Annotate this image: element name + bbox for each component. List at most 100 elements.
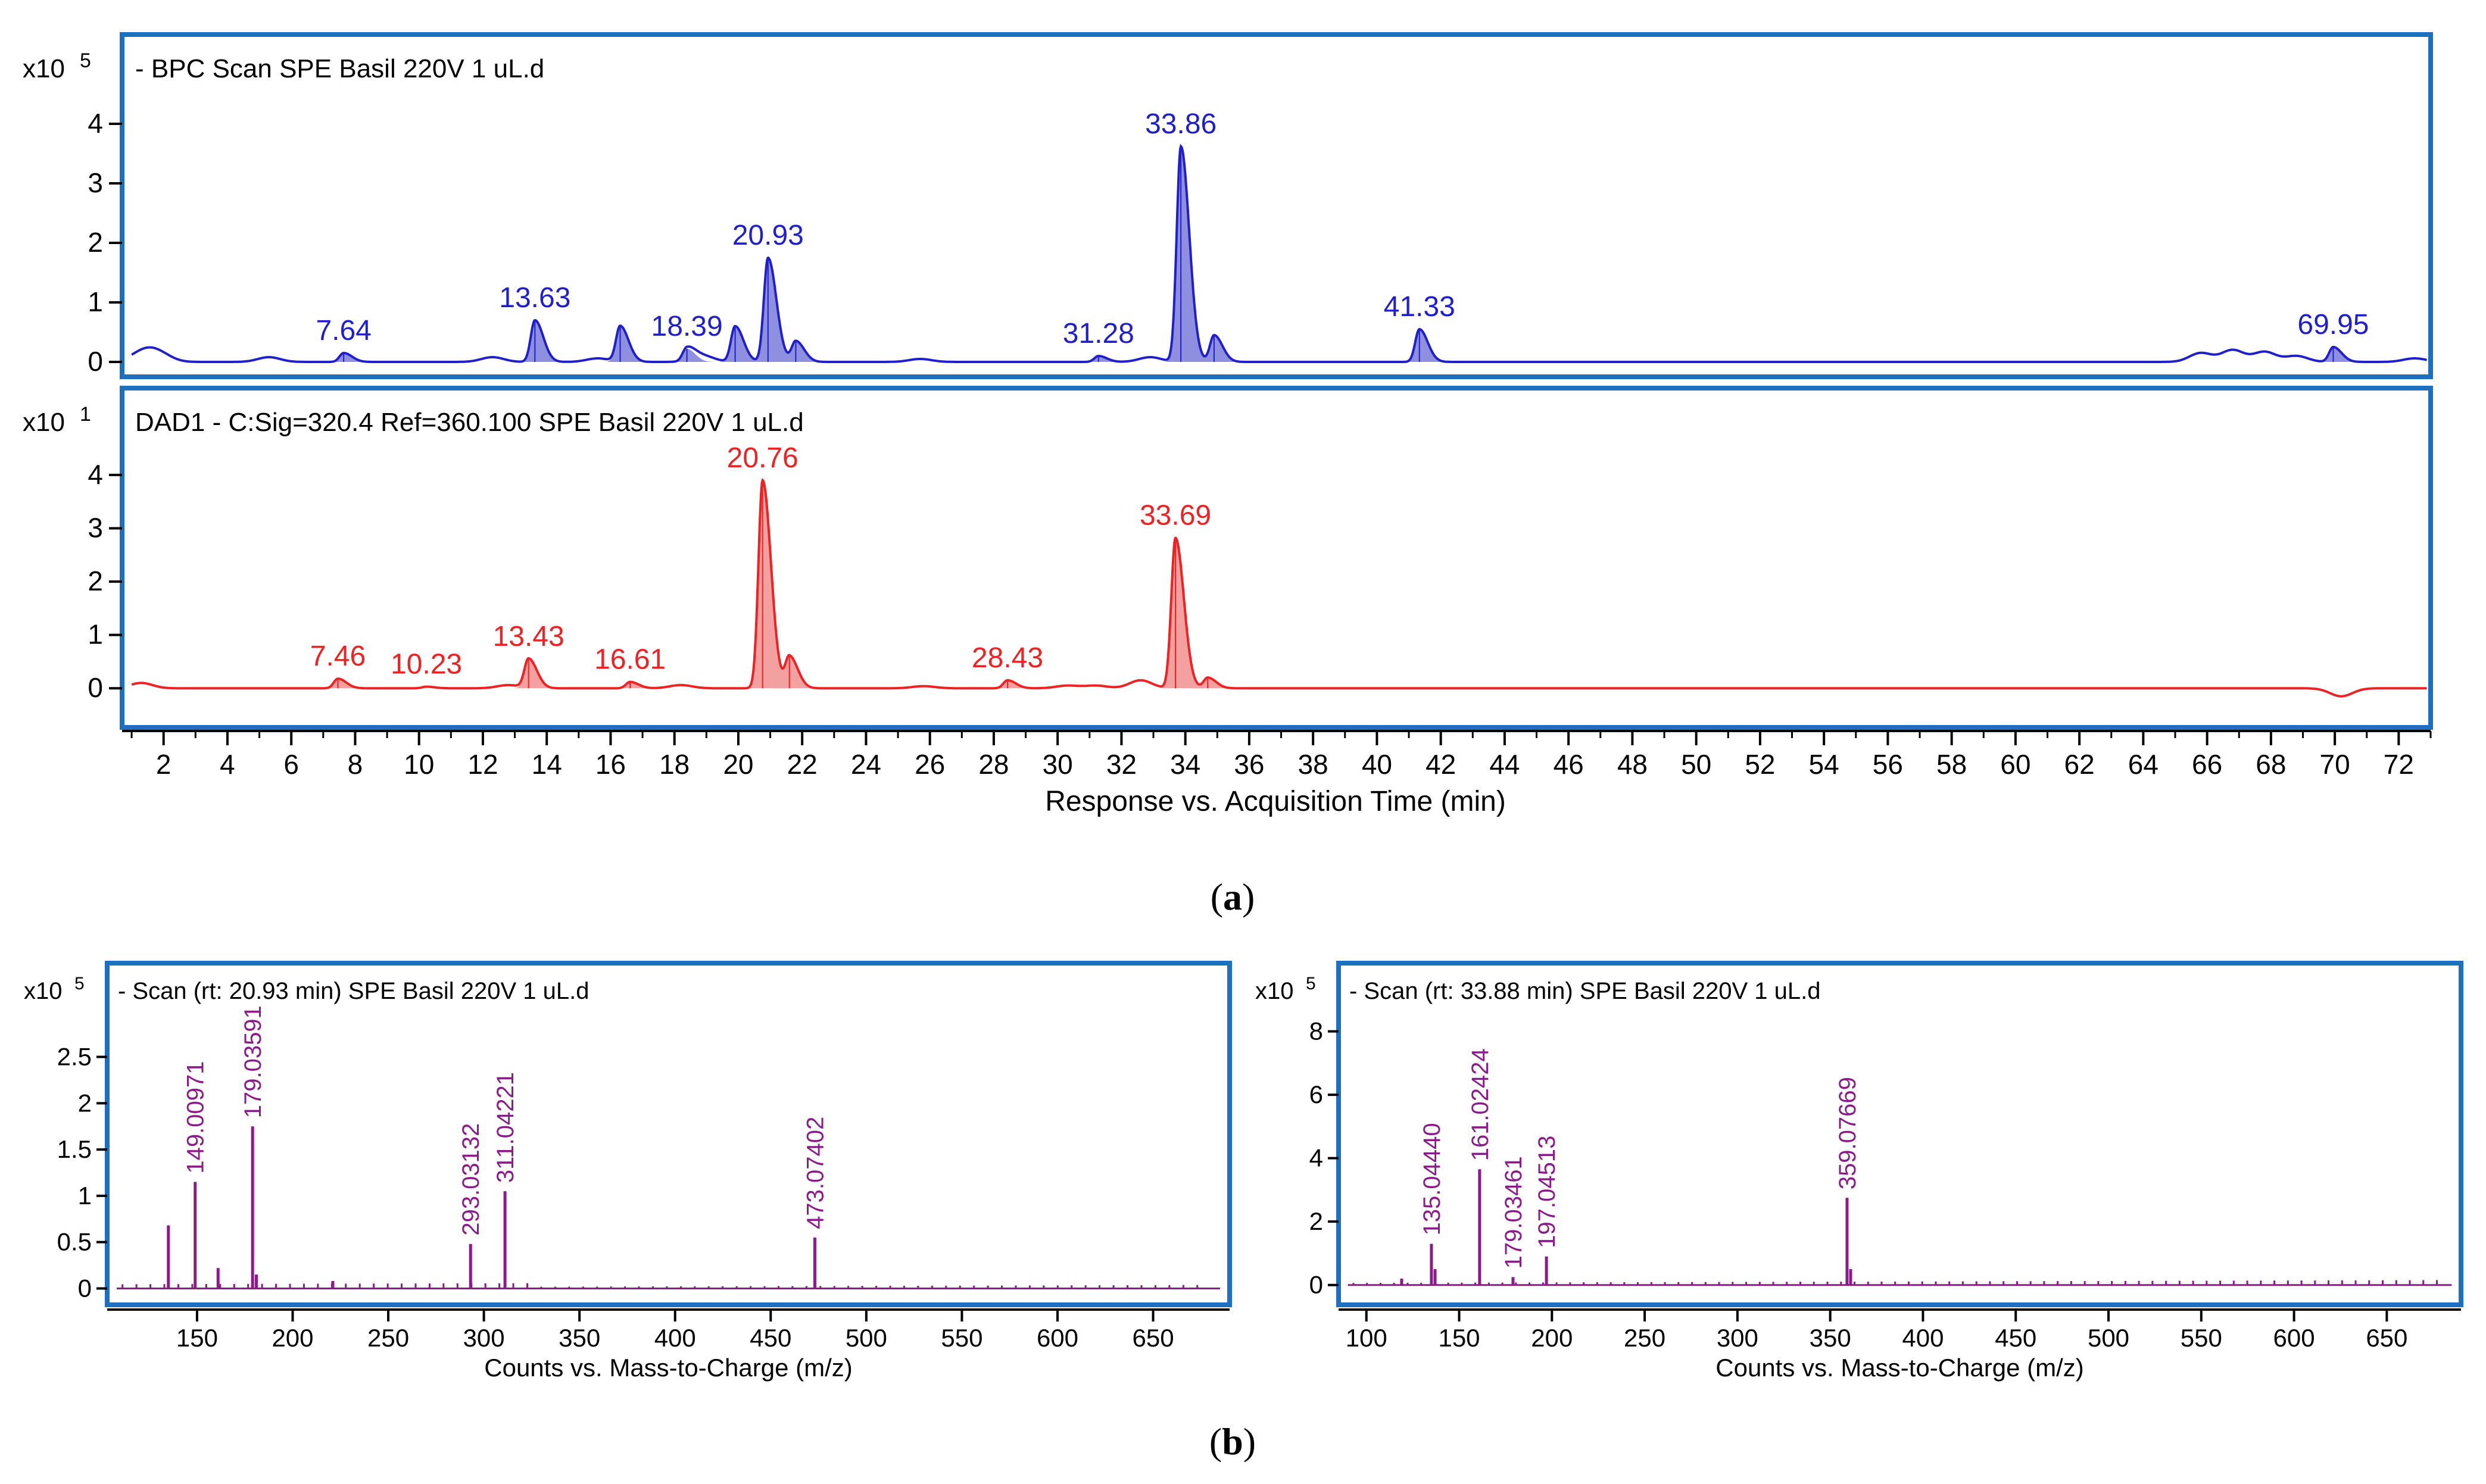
peak-label: 18.39 bbox=[651, 311, 723, 342]
panel-frame-ms1 bbox=[105, 961, 1232, 1307]
mz-peak-label: 473.07402 bbox=[802, 1117, 828, 1229]
peak-label: 28.43 bbox=[972, 642, 1043, 674]
time-tick-label: 16 bbox=[595, 749, 626, 780]
mz-tick-label: 450 bbox=[750, 1324, 791, 1352]
peak-fill bbox=[670, 349, 716, 362]
panel-title-ms1: - Scan (rt: 20.93 min) SPE Basil 220V 1 … bbox=[118, 978, 589, 1004]
mz-tick-label: 300 bbox=[463, 1324, 505, 1352]
mz-tick-label: 650 bbox=[1133, 1324, 1174, 1352]
mz-tick-label: 500 bbox=[2088, 1324, 2129, 1352]
y-tick-label-bpc: 4 bbox=[88, 108, 103, 139]
mz-tick-label: 200 bbox=[1531, 1324, 1573, 1352]
y-tick-label-ms1: 1.5 bbox=[57, 1135, 92, 1163]
peak-fill bbox=[991, 680, 1037, 689]
time-tick-label: 36 bbox=[1234, 749, 1264, 780]
panel-frame-ms2 bbox=[1336, 961, 2463, 1307]
time-tick-label: 12 bbox=[467, 749, 498, 780]
time-tick-label: 62 bbox=[2064, 749, 2095, 780]
mz-tick-label: 450 bbox=[1995, 1324, 2036, 1352]
y-scale-label-dad: x10 bbox=[23, 408, 65, 437]
mz-tick-label: 300 bbox=[1717, 1324, 1758, 1352]
peak-label: 33.86 bbox=[1145, 108, 1217, 140]
peak-fill bbox=[752, 258, 797, 362]
y-tick-label-dad: 2 bbox=[88, 566, 103, 596]
time-tick-label: 6 bbox=[283, 749, 299, 780]
mz-peak-label: 179.03591 bbox=[240, 1005, 266, 1118]
trace-line-bpc bbox=[131, 143, 2427, 363]
peak-fill bbox=[746, 480, 791, 689]
y-tick-label-ms1: 2 bbox=[78, 1089, 92, 1117]
peak-label: 69.95 bbox=[2297, 309, 2369, 340]
y-scale-exponent-dad: 1 bbox=[80, 403, 91, 426]
y-scale-exponent-ms2: 5 bbox=[1306, 974, 1316, 994]
peak-fill bbox=[1159, 538, 1205, 689]
y-tick-label-dad: 1 bbox=[88, 619, 103, 650]
y-tick-label-bpc: 3 bbox=[88, 167, 103, 198]
panel-title-dad: DAD1 - C:Sig=320.4 Ref=360.100 SPE Basil… bbox=[135, 408, 804, 437]
y-tick-label-ms1: 2.5 bbox=[57, 1043, 92, 1071]
y-tick-label-ms2: 6 bbox=[1309, 1080, 1323, 1108]
peak-fill bbox=[2317, 347, 2362, 362]
time-tick-label: 30 bbox=[1043, 749, 1073, 780]
time-tick-label: 60 bbox=[2000, 749, 2030, 780]
peak-fill bbox=[719, 298, 764, 362]
time-tick-label: 50 bbox=[1681, 749, 1711, 780]
y-tick-label-ms1: 0 bbox=[78, 1274, 92, 1302]
y-tick-label-ms2: 4 bbox=[1309, 1144, 1323, 1172]
time-tick-label: 56 bbox=[1873, 749, 1903, 780]
mz-tick-label: 600 bbox=[1037, 1324, 1078, 1352]
mz-peak-label: 135.04440 bbox=[1419, 1123, 1445, 1235]
peak-fill bbox=[614, 682, 659, 689]
time-tick-label: 40 bbox=[1362, 749, 1392, 780]
spectrum-ms2: - Scan (rt: 33.88 min) SPE Basil 220V 1 … bbox=[1255, 961, 2463, 1382]
peak-label: 31.28 bbox=[1063, 318, 1134, 349]
time-tick-label: 54 bbox=[1809, 749, 1839, 780]
peak-label: 7.46 bbox=[310, 641, 366, 672]
mz-tick-label: 200 bbox=[272, 1324, 313, 1352]
mz-peak-label: 161.02424 bbox=[1467, 1048, 1493, 1161]
mz-axis-label-ms1: Counts vs. Mass-to-Charge (m/z) bbox=[484, 1354, 852, 1382]
peak-label: 13.43 bbox=[493, 621, 564, 652]
peak-label: 41.33 bbox=[1384, 291, 1455, 323]
time-tick-label: 42 bbox=[1426, 749, 1456, 780]
mz-tick-label: 400 bbox=[1902, 1324, 1944, 1352]
peak-label: 10.23 bbox=[391, 649, 462, 680]
mz-tick-label: 500 bbox=[846, 1324, 887, 1352]
mz-tick-label: 400 bbox=[654, 1324, 696, 1352]
time-tick-label: 44 bbox=[1489, 749, 1520, 780]
time-axis: 2 4 6 8 10 12 14 16 18 20 22 24 26 28 30 32 34 36 38 40 42 44… bbox=[122, 730, 2432, 817]
caption-b: (b) bbox=[1209, 1420, 1256, 1463]
panel-frame-dad bbox=[120, 386, 2433, 730]
time-tick-label: 26 bbox=[915, 749, 945, 780]
time-tick-label: 72 bbox=[2384, 749, 2414, 780]
peak-fill bbox=[1083, 356, 1128, 362]
mz-axis-label-ms2: Counts vs. Mass-to-Charge (m/z) bbox=[1715, 1354, 2083, 1382]
y-tick-label-ms2: 8 bbox=[1309, 1017, 1323, 1045]
peak-fill bbox=[779, 324, 825, 362]
peak-fill bbox=[512, 659, 557, 689]
y-tick-label-ms1: 1 bbox=[78, 1182, 92, 1210]
time-tick-label: 52 bbox=[1745, 749, 1775, 780]
panel-frame-bpc bbox=[120, 32, 2433, 379]
time-tick-label: 22 bbox=[787, 749, 818, 780]
time-tick-label: 2 bbox=[156, 749, 171, 780]
mz-peak-label: 359.07669 bbox=[1835, 1077, 1861, 1189]
time-tick-label: 68 bbox=[2256, 749, 2286, 780]
mz-peak-label: 293.03132 bbox=[458, 1123, 484, 1236]
peak-fill bbox=[322, 679, 367, 689]
time-tick-label: 10 bbox=[404, 749, 434, 780]
spectrum-ms1: - Scan (rt: 20.93 min) SPE Basil 220V 1 … bbox=[24, 961, 1232, 1382]
mz-peak-label: 149.00971 bbox=[183, 1061, 209, 1173]
time-tick-label: 28 bbox=[978, 749, 1009, 780]
y-scale-exponent-bpc: 5 bbox=[80, 49, 91, 72]
time-tick-label: 4 bbox=[220, 749, 235, 780]
time-tick-label: 66 bbox=[2192, 749, 2222, 780]
peak-fill bbox=[519, 320, 564, 362]
time-tick-label: 58 bbox=[1936, 749, 1967, 780]
y-tick-label-bpc: 1 bbox=[88, 286, 103, 317]
time-tick-label: 48 bbox=[1617, 749, 1648, 780]
mz-tick-label: 250 bbox=[1624, 1324, 1665, 1352]
peak-fill bbox=[1165, 146, 1210, 362]
mz-tick-label: 550 bbox=[941, 1324, 982, 1352]
